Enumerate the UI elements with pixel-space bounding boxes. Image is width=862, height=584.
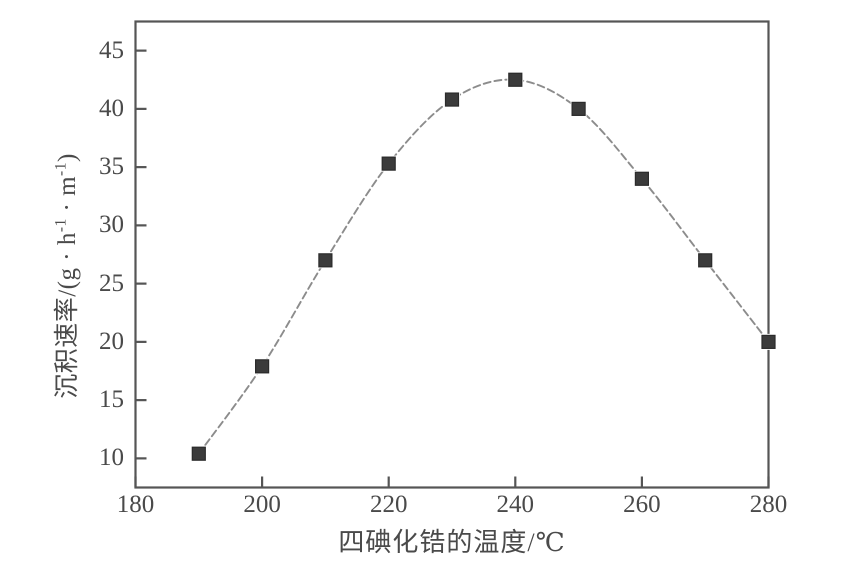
data-point[interactable]: 210, 27 xyxy=(317,252,334,269)
data-point[interactable]: 230, 40.8 xyxy=(444,91,460,108)
data-point-marker[interactable] xyxy=(191,446,206,461)
data-point[interactable]: 220, 35.3 xyxy=(380,155,397,172)
x-axis-tick-label: 260 xyxy=(623,491,661,518)
plot-frame xyxy=(134,20,770,489)
x-axis-title: 四碘化锆的温度/℃ xyxy=(338,528,566,557)
data-point[interactable]: 200, 17.9 xyxy=(254,358,271,375)
y-axis-tick-label: 25 xyxy=(99,269,124,297)
data-point-marker[interactable] xyxy=(381,156,396,171)
data-point-marker[interactable] xyxy=(444,92,460,107)
data-point-marker[interactable] xyxy=(634,171,650,186)
x-axis-tick-label: 180 xyxy=(116,491,155,518)
data-point[interactable]: 240, 42.5 xyxy=(507,71,524,88)
y-axis-tick-label: 10 xyxy=(99,444,124,472)
y-axis-tick-labels: 10 15 20 25 30 35 40 45 xyxy=(62,0,124,584)
y-axis-tick-label: 35 xyxy=(99,153,124,181)
x-axis-tick-labels: 180 200 220 240 260 280 xyxy=(0,492,862,532)
x-axis-tick-label: 200 xyxy=(243,491,281,518)
data-point[interactable]: 270, 27 xyxy=(697,252,714,269)
data-point[interactable]: 190, 10.4 xyxy=(190,445,207,462)
data-point-marker[interactable] xyxy=(255,359,270,374)
data-point-marker[interactable] xyxy=(698,253,713,268)
y-axis-tick-label: 30 xyxy=(99,211,124,239)
x-axis-tick-label: 240 xyxy=(496,491,535,518)
data-point[interactable]: 280, 20 xyxy=(760,333,777,350)
data-point-marker[interactable] xyxy=(318,253,333,268)
data-point[interactable]: 260, 34 xyxy=(633,170,650,187)
y-axis-tick-label: 45 xyxy=(99,36,124,64)
y-axis-tick-label: 15 xyxy=(99,386,124,414)
x-axis-tick-label: 280 xyxy=(749,491,788,518)
y-axis-tick-label: 40 xyxy=(99,94,124,122)
data-point[interactable]: 250, 40 xyxy=(570,100,587,117)
data-series-line xyxy=(197,78,770,455)
data-point-marker[interactable] xyxy=(571,101,586,116)
data-point-marker[interactable] xyxy=(508,72,523,87)
y-axis-tick-label: 20 xyxy=(99,327,124,355)
x-axis-tick-label: 220 xyxy=(369,491,408,518)
data-point-marker[interactable] xyxy=(761,334,776,349)
